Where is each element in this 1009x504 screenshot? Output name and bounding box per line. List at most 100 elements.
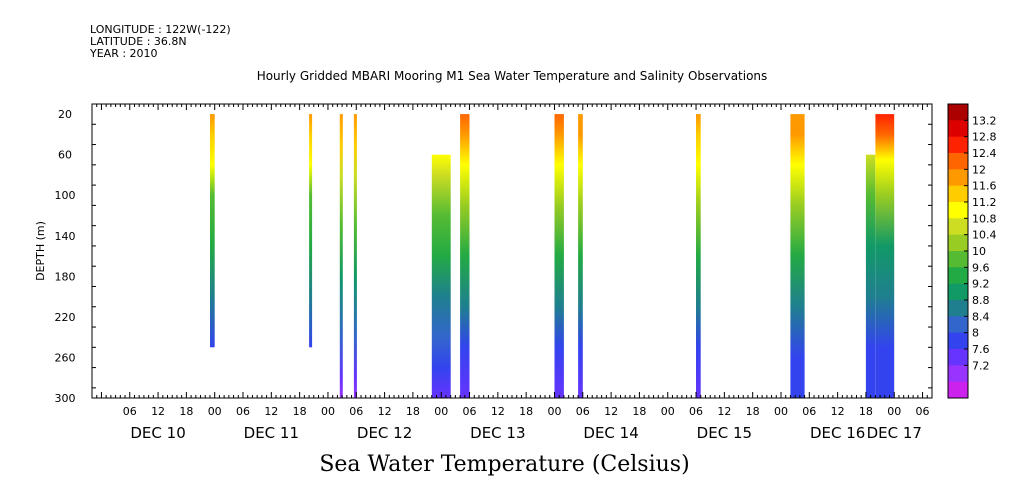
x-tick-label: 18 [632, 405, 646, 418]
data-column [875, 114, 895, 398]
latitude-label: LATITUDE : 36.8N [90, 35, 187, 48]
colorbar-label: 8.4 [972, 310, 990, 323]
footer-title: Sea Water Temperature (Celsius) [319, 452, 690, 477]
x-tick-label: 06 [123, 405, 137, 418]
x-tick-label: 00 [321, 405, 335, 418]
longitude-label: LONGITUDE : 122W(-122) [90, 23, 231, 36]
colorbar-swatch [948, 218, 968, 236]
data-column [578, 114, 583, 398]
x-day-label: DEC 10 [130, 424, 185, 442]
x-tick-label: 00 [208, 405, 222, 418]
x-tick-label: 12 [604, 405, 618, 418]
x-tick-label: 18 [406, 405, 420, 418]
x-tick-label: 18 [179, 405, 193, 418]
y-tick-label: 260 [55, 351, 76, 364]
colorbar-label: 11.6 [972, 180, 997, 193]
colorbar-label: 11.2 [972, 196, 997, 209]
x-day-label: DEC 16 [810, 424, 865, 442]
colorbar-swatch [948, 185, 968, 203]
data-column [790, 114, 805, 398]
colorbar-swatch [948, 283, 968, 301]
x-tick-label: 00 [887, 405, 901, 418]
data-column [339, 114, 343, 398]
y-tick-label: 220 [55, 311, 76, 324]
x-tick-label: 06 [463, 405, 477, 418]
colorbar-label: 10.4 [972, 229, 997, 242]
y-axis-label: DEPTH (m) [34, 221, 47, 281]
x-tick-label: 00 [774, 405, 788, 418]
data-column [431, 154, 451, 398]
colorbar-label: 10 [972, 245, 986, 258]
colorbar-swatch [948, 365, 968, 383]
colorbar-swatch [948, 169, 968, 187]
colorbar-swatch [948, 349, 968, 366]
colorbar-label: 7.2 [972, 359, 990, 372]
colorbar-label: 8.8 [972, 294, 990, 307]
colorbar-swatch [948, 300, 968, 317]
data-column [460, 114, 470, 398]
colorbar-label: 12.4 [972, 147, 997, 160]
colorbar-swatch [948, 153, 968, 170]
y-tick-label: 20 [58, 108, 72, 121]
x-day-label: DEC 14 [583, 424, 638, 442]
chart-title: Hourly Gridded MBARI Mooring M1 Sea Wate… [256, 69, 768, 83]
x-tick-label: 12 [717, 405, 731, 418]
x-tick-label: 12 [378, 405, 392, 418]
y-tick-label: 60 [58, 149, 72, 162]
colorbar-label: 9.6 [972, 261, 990, 274]
colorbar-swatch [948, 381, 968, 399]
colorbar-swatch [948, 332, 968, 350]
colorbar-label: 12 [972, 163, 986, 176]
colorbar-label: 8 [972, 327, 979, 340]
colorbar-swatch [948, 136, 968, 154]
colorbar-swatch [948, 234, 968, 252]
x-tick-label: 12 [264, 405, 278, 418]
data-columns [210, 114, 895, 398]
data-column [696, 114, 701, 398]
plot-frame [91, 103, 933, 399]
x-tick-label: 06 [349, 405, 363, 418]
colorbar-label: 10.8 [972, 212, 997, 225]
y-axis: 20 60 100 140 180 220 260 300 [55, 103, 932, 405]
x-tick-label: 00 [661, 405, 675, 418]
colorbar-swatch [948, 316, 968, 334]
colorbar-swatch [948, 104, 968, 121]
x-tick-label: 06 [236, 405, 250, 418]
colorbar-swatch [948, 202, 968, 219]
x-tick-label: 00 [547, 405, 561, 418]
x-tick-label: 18 [519, 405, 533, 418]
x-axis: 06 12 18 00 06 12 18 00 06 12 18 00 06 12 18 00 06 12 18 00… [91, 104, 933, 442]
x-day-label: DEC 15 [697, 424, 752, 442]
x-tick-label: 12 [831, 405, 845, 418]
y-tick-label: 300 [55, 392, 76, 405]
colorbar-swatch [948, 251, 968, 268]
colorbar-swatch [948, 120, 968, 138]
x-day-label: DEC 12 [357, 424, 412, 442]
x-day-label: DEC 13 [470, 424, 525, 442]
x-tick-label: 06 [916, 405, 930, 418]
x-tick-label: 12 [491, 405, 505, 418]
colorbar-label: 13.2 [972, 114, 997, 127]
x-tick-label: 12 [151, 405, 165, 418]
x-tick-label: 00 [434, 405, 448, 418]
y-tick-label: 140 [55, 230, 76, 243]
year-label: YEAR : 2010 [90, 47, 158, 60]
x-day-label: DEC 11 [244, 424, 299, 442]
x-day-label: DEC 17 [867, 424, 922, 442]
x-tick-label: 18 [746, 405, 760, 418]
x-tick-label: 18 [293, 405, 307, 418]
colorbar: 13.2 12.8 12.4 12 11.6 11.2 10.8 10.4 10 9.6 9.2 8.… [947, 103, 997, 399]
colorbar-swatch [948, 267, 968, 285]
data-column [554, 114, 564, 398]
x-tick-label: 06 [689, 405, 703, 418]
x-tick-label: 06 [576, 405, 590, 418]
y-tick-label: 100 [55, 189, 76, 202]
data-column [865, 154, 876, 398]
data-column [353, 114, 357, 398]
x-tick-label: 18 [859, 405, 873, 418]
colorbar-label: 7.6 [972, 343, 990, 356]
data-column [309, 114, 313, 348]
data-column [210, 114, 215, 348]
y-tick-label: 180 [55, 270, 76, 283]
